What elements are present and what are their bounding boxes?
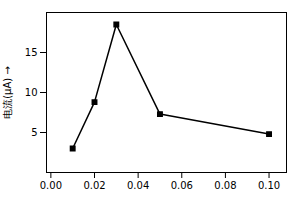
svg-text:10: 10 [25, 87, 38, 98]
svg-text:0.04: 0.04 [127, 180, 149, 191]
svg-text:0.02: 0.02 [83, 180, 105, 191]
svg-text:5: 5 [31, 127, 37, 138]
svg-text:0.00: 0.00 [40, 180, 62, 191]
svg-text:电流(μA) →: 电流(μA) → [2, 66, 13, 119]
svg-text:0.10: 0.10 [258, 180, 280, 191]
svg-text:0.08: 0.08 [214, 180, 236, 191]
svg-text:0.06: 0.06 [171, 180, 193, 191]
svg-text:15: 15 [25, 47, 38, 58]
